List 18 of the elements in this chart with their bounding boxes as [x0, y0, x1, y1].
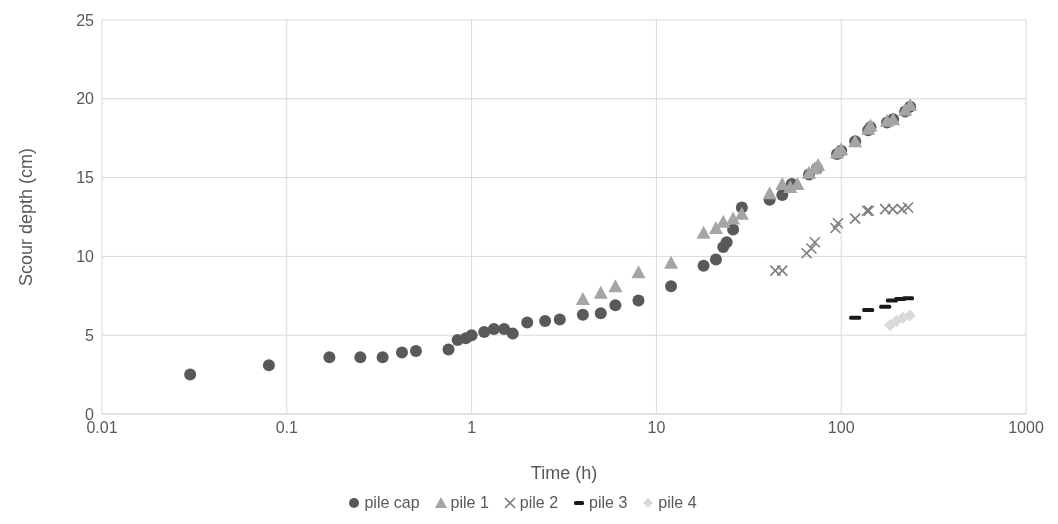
y-tick-label: 25: [76, 11, 95, 29]
legend-label: pile 4: [658, 494, 697, 512]
legend-label: pile 2: [519, 494, 559, 512]
x-tick-label: 1000: [1008, 419, 1044, 437]
legend-label: pile 1: [450, 494, 489, 512]
y-tick-label: 15: [76, 169, 95, 187]
x-tick-label: 100: [827, 419, 855, 437]
y-tick-label: 10: [76, 248, 95, 266]
legend-label: pile 3: [589, 494, 628, 512]
y-tick-label: 5: [85, 326, 95, 344]
y-axis-title: Scour depth (cm): [16, 147, 37, 287]
y-tick-label: 20: [76, 90, 95, 108]
x-tick-label: 1: [467, 419, 477, 437]
x-tick-label: 0.1: [275, 419, 299, 437]
x-tick-label: 10: [647, 419, 666, 437]
legend-label: pile cap: [364, 494, 420, 512]
x-tick-label: 0.01: [86, 419, 118, 437]
x-axis-title: Time (h): [530, 462, 598, 483]
